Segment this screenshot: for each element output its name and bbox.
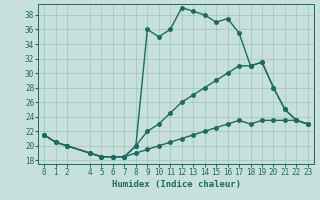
- X-axis label: Humidex (Indice chaleur): Humidex (Indice chaleur): [111, 180, 241, 189]
